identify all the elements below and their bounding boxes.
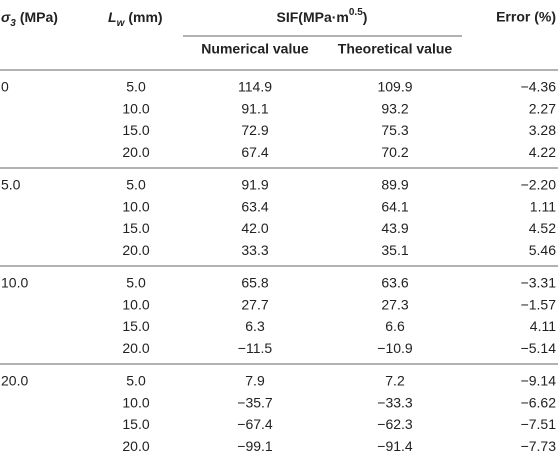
theoretical-cell: −33.3 (377, 394, 413, 410)
lw-cell: 10.0 (122, 198, 149, 214)
numerical-cell: 91.1 (241, 100, 268, 116)
header-theoretical: Theoretical value (338, 41, 453, 57)
sigma-cell: 10.0 (1, 275, 28, 291)
lw-cell: 5.0 (126, 373, 146, 389)
lw-cell: 20.0 (122, 340, 149, 356)
lw-cell: 15.0 (122, 220, 149, 236)
numerical-cell: 6.3 (245, 318, 265, 334)
numerical-cell: −35.7 (237, 394, 273, 410)
theoretical-cell: 43.9 (381, 220, 408, 236)
numerical-cell: 72.9 (241, 122, 268, 138)
numerical-cell: 65.8 (241, 275, 268, 291)
numerical-cell: 63.4 (241, 198, 268, 214)
theoretical-cell: 35.1 (381, 242, 408, 258)
header-sigma: σ3 (MPa) (1, 9, 58, 29)
theoretical-cell: 75.3 (381, 122, 408, 138)
error-cell: −2.20 (521, 177, 557, 193)
header-lw: Lw (mm) (108, 9, 163, 29)
numerical-cell: 33.3 (241, 242, 268, 258)
sigma-cell: 0 (1, 79, 9, 95)
lw-cell: 5.0 (126, 177, 146, 193)
numerical-cell: 42.0 (241, 220, 268, 236)
numerical-cell: −67.4 (237, 416, 273, 432)
error-cell: −4.36 (521, 79, 557, 95)
error-cell: −9.14 (521, 373, 557, 389)
theoretical-cell: 63.6 (381, 275, 408, 291)
numerical-cell: −99.1 (237, 438, 273, 454)
error-cell: −3.31 (521, 275, 557, 291)
numerical-cell: 91.9 (241, 177, 268, 193)
error-cell: 4.22 (529, 144, 556, 160)
sigma-cell: 20.0 (1, 373, 28, 389)
theoretical-cell: −10.9 (377, 340, 413, 356)
numerical-cell: 7.9 (245, 373, 265, 389)
theoretical-cell: 7.2 (385, 373, 405, 389)
error-cell: −7.73 (521, 438, 557, 454)
superscript: 0.5 (349, 7, 363, 18)
text: SIF(MPa·m (277, 9, 349, 25)
subscript: w (117, 18, 126, 29)
error-cell: 4.11 (530, 318, 556, 334)
error-cell: 3.28 (529, 122, 556, 138)
header-error: Error (%) (496, 9, 556, 25)
lw-cell: 5.0 (126, 79, 146, 95)
theoretical-cell: 64.1 (381, 198, 408, 214)
lw-cell: 20.0 (122, 144, 149, 160)
lw-cell: 10.0 (122, 394, 149, 410)
theoretical-cell: −91.4 (377, 438, 413, 454)
theoretical-cell: 6.6 (385, 318, 405, 334)
symbol: L (108, 9, 117, 25)
error-cell: −5.14 (521, 340, 557, 356)
close: ) (363, 9, 368, 25)
numerical-cell: 114.9 (238, 79, 272, 95)
error-cell: −6.62 (521, 394, 557, 410)
theoretical-cell: 89.9 (381, 177, 408, 193)
header-numerical: Numerical value (201, 41, 309, 57)
unit: (MPa) (20, 9, 58, 25)
subscript: 3 (10, 18, 16, 29)
error-cell: 5.46 (529, 242, 556, 258)
error-cell: 1.11 (530, 198, 556, 214)
symbol: σ (1, 9, 11, 25)
theoretical-cell: 109.9 (377, 79, 412, 95)
sigma-cell: 5.0 (1, 177, 21, 193)
lw-cell: 10.0 (122, 296, 149, 312)
lw-cell: 20.0 (122, 438, 149, 454)
theoretical-cell: −62.3 (377, 416, 413, 432)
numerical-cell: 27.7 (241, 296, 268, 312)
error-cell: −7.51 (521, 416, 557, 432)
lw-cell: 15.0 (122, 416, 149, 432)
theoretical-cell: 93.2 (381, 100, 408, 116)
error-cell: 4.52 (529, 220, 556, 236)
numerical-cell: 67.4 (241, 144, 268, 160)
lw-cell: 10.0 (122, 100, 149, 116)
error-cell: 2.27 (529, 100, 556, 116)
lw-cell: 15.0 (122, 122, 149, 138)
unit: (mm) (128, 9, 162, 25)
numerical-cell: −11.5 (238, 340, 273, 356)
theoretical-cell: 27.3 (381, 296, 408, 312)
lw-cell: 5.0 (126, 275, 146, 291)
lw-cell: 20.0 (122, 242, 149, 258)
error-cell: −1.57 (521, 296, 557, 312)
theoretical-cell: 70.2 (381, 144, 408, 160)
header-sif: SIF(MPa·m0.5) (277, 7, 368, 25)
lw-cell: 15.0 (122, 318, 149, 334)
